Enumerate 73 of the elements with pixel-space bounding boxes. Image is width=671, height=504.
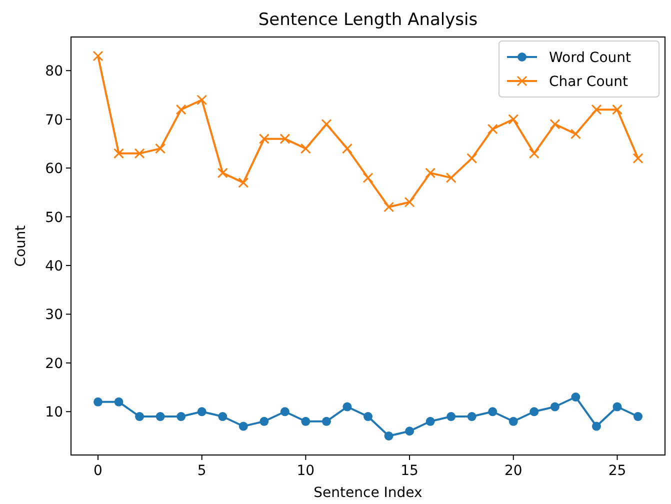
point: [550, 402, 560, 412]
point: [321, 118, 332, 130]
point: [260, 416, 269, 426]
point: [632, 153, 644, 164]
point: [342, 402, 352, 412]
point: [258, 134, 270, 144]
point: [155, 143, 166, 154]
point: [384, 432, 394, 440]
point: [300, 143, 311, 154]
point: [426, 416, 435, 426]
point: [322, 416, 331, 426]
point: [362, 172, 374, 184]
x-tick-label: 0: [94, 463, 102, 479]
point: [238, 177, 249, 188]
point: [634, 412, 642, 422]
point: [156, 412, 165, 422]
point: [135, 412, 144, 422]
point: [591, 104, 602, 115]
x-tick-label: 25: [608, 463, 626, 479]
x-tick-label: 20: [504, 463, 522, 479]
point: [176, 412, 186, 422]
chart-title: Sentence Length Analysis: [258, 10, 478, 30]
point: [550, 118, 560, 130]
point: [134, 148, 145, 159]
point: [384, 202, 394, 212]
y-tick-label: 30: [45, 307, 63, 324]
point: [405, 426, 414, 436]
x-tick-label: 10: [296, 463, 315, 479]
point: [92, 50, 104, 62]
y-tick-label: 50: [45, 210, 63, 226]
point: [446, 412, 456, 422]
point: [612, 402, 622, 412]
point: [466, 153, 478, 164]
point: [528, 148, 540, 159]
point: [508, 114, 519, 125]
point: [197, 407, 206, 416]
point: [467, 412, 476, 422]
x-tick-label: 5: [197, 463, 206, 479]
point: [196, 94, 208, 106]
point: [530, 407, 539, 416]
y-tick-label: 80: [45, 64, 63, 80]
point: [94, 397, 102, 406]
point: [238, 422, 248, 431]
point: [488, 407, 498, 416]
y-tick-label: 60: [45, 161, 63, 178]
point: [217, 168, 228, 178]
point: [446, 172, 456, 184]
point: [364, 412, 372, 422]
point: [301, 416, 310, 426]
point: [487, 124, 498, 134]
point: [508, 416, 518, 426]
point: [612, 104, 622, 115]
legend-label: Char Count: [549, 74, 629, 90]
y-tick-label: 10: [45, 404, 63, 421]
y-tick-label: 20: [45, 356, 63, 372]
legend-label: Word Count: [549, 50, 632, 66]
point: [404, 196, 415, 208]
point: [176, 104, 186, 115]
y-axis-title: Count: [13, 224, 29, 267]
point: [592, 422, 601, 431]
point: [280, 134, 290, 144]
point: [114, 148, 124, 159]
point: [570, 128, 581, 140]
x-axis-title: Sentence Index: [314, 485, 422, 501]
point: [342, 143, 352, 154]
x-tick-label: 15: [400, 463, 418, 479]
y-tick-label: 70: [45, 112, 63, 128]
y-tick-label: 40: [45, 258, 63, 274]
point: [571, 392, 580, 402]
point: [425, 168, 436, 178]
point: [114, 397, 124, 406]
point: [280, 407, 290, 416]
point: [218, 412, 228, 422]
